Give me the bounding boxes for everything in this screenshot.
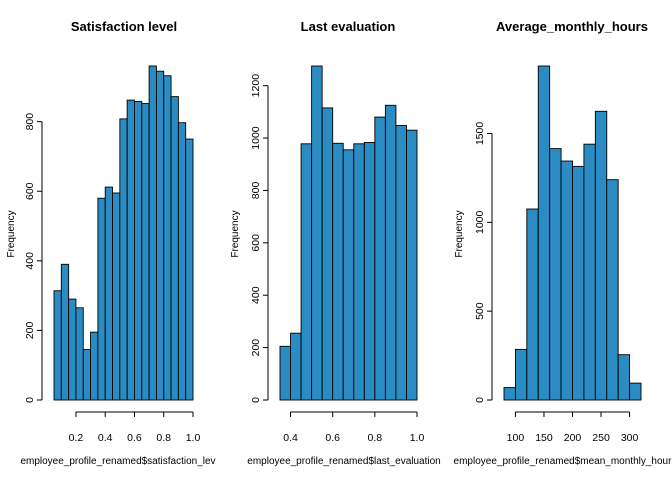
histogram-bar (395, 125, 407, 401)
panel-satisfaction-level: Satisfaction level employee_profile_rena… (6, 19, 216, 467)
y-axis-label: Frequency (454, 210, 465, 257)
x-tick-label: 1.0 (186, 432, 201, 444)
y-tick-label: 200 (24, 322, 36, 340)
histogram-bar (75, 307, 84, 401)
y-tick-label: 600 (250, 234, 262, 252)
histogram-bar (321, 107, 334, 401)
histogram-bar (119, 118, 128, 401)
x-tick-label: 0.4 (283, 432, 298, 444)
histogram-bar (82, 349, 92, 401)
histogram-bar (134, 101, 143, 401)
y-tick-label: 0 (474, 397, 486, 403)
histogram-bar (406, 129, 418, 401)
x-tick-label: 0.6 (325, 432, 340, 444)
histogram-bar (141, 103, 150, 401)
x-tick-label: 150 (535, 432, 553, 444)
histogram-bar (185, 138, 194, 401)
histogram-bar (537, 65, 551, 401)
y-tick-label: 500 (474, 302, 486, 320)
y-tick-label: 1500 (474, 122, 486, 146)
histogram-bar (90, 331, 99, 401)
x-axis-label: employee_profile_renamed$mean_monthly_ho… (454, 456, 672, 467)
y-axis-label: Frequency (230, 210, 241, 257)
chart-title: Last evaluation (301, 19, 396, 34)
y-tick-label: 0 (250, 397, 262, 403)
histogram-bar (572, 165, 585, 401)
x-tick-label: 1.0 (410, 432, 425, 444)
histogram-bar (526, 208, 539, 401)
histogram-bar (549, 148, 562, 401)
y-tick-label: 0 (24, 397, 36, 403)
histogram-bar (53, 290, 62, 401)
x-tick-label: 250 (592, 432, 610, 444)
y-tick-label: 400 (250, 286, 262, 304)
x-tick-label: 0.4 (98, 432, 113, 444)
histogram-bar (342, 149, 355, 401)
histogram-bar (155, 70, 165, 401)
histogram-bar (606, 179, 619, 401)
histogram-bar (60, 263, 70, 401)
histogram-bar (514, 348, 528, 401)
panel-last-evaluation: Last evaluation employee_profile_renamed… (230, 19, 441, 467)
histogram-bar (311, 65, 323, 401)
y-tick-label: 600 (24, 182, 36, 200)
histogram-bar (104, 186, 113, 401)
y-tick-label: 200 (250, 339, 262, 357)
y-tick-label: 1000 (474, 211, 486, 235)
histogram-bar (112, 192, 121, 401)
histogram-bar (363, 142, 376, 401)
x-tick-label: 0.8 (368, 432, 383, 444)
x-tick-label: 0.2 (69, 432, 84, 444)
histogram-bar (560, 160, 573, 401)
histogram-bar (97, 197, 106, 401)
histogram-bar (279, 345, 291, 401)
x-tick-label: 100 (507, 432, 525, 444)
x-axis-label: employee_profile_renamed$satisfaction_le… (20, 456, 215, 467)
histogram-bar (300, 143, 313, 401)
histogram-bar (503, 387, 516, 401)
histogram-bar (629, 382, 642, 401)
y-tick-label: 400 (24, 252, 36, 270)
y-axis-label: Frequency (6, 210, 17, 257)
chart-title: Satisfaction level (71, 19, 177, 34)
histogram-bar (332, 142, 344, 401)
histogram-bar (177, 122, 187, 401)
panel-average-monthly-hours: Average_monthly_hours employee_profile_r… (454, 19, 672, 467)
histogram-bar (353, 143, 365, 401)
histogram-bar (583, 143, 596, 401)
x-tick-label: 0.8 (156, 432, 171, 444)
y-tick-label: 1000 (250, 126, 262, 150)
x-axis-label: employee_profile_renamed$last_evaluation (247, 456, 440, 467)
histogram-bar (374, 116, 386, 401)
histogram-bar (126, 99, 135, 401)
y-tick-label: 800 (24, 113, 36, 131)
histogram-bar (68, 298, 77, 401)
x-tick-label: 200 (564, 432, 582, 444)
histogram-bar (290, 332, 302, 401)
histogram-bar (617, 354, 631, 401)
chart-title: Average_monthly_hours (496, 19, 648, 34)
y-tick-label: 800 (250, 182, 262, 200)
x-tick-label: 300 (621, 432, 639, 444)
histogram-bar (148, 65, 157, 401)
x-tick-label: 0.6 (127, 432, 142, 444)
y-tick-label: 1200 (250, 74, 262, 98)
histogram-bar (384, 104, 397, 401)
histogram-bar (594, 110, 608, 401)
histogram-bar (163, 75, 172, 401)
histogram-bar (170, 96, 179, 401)
